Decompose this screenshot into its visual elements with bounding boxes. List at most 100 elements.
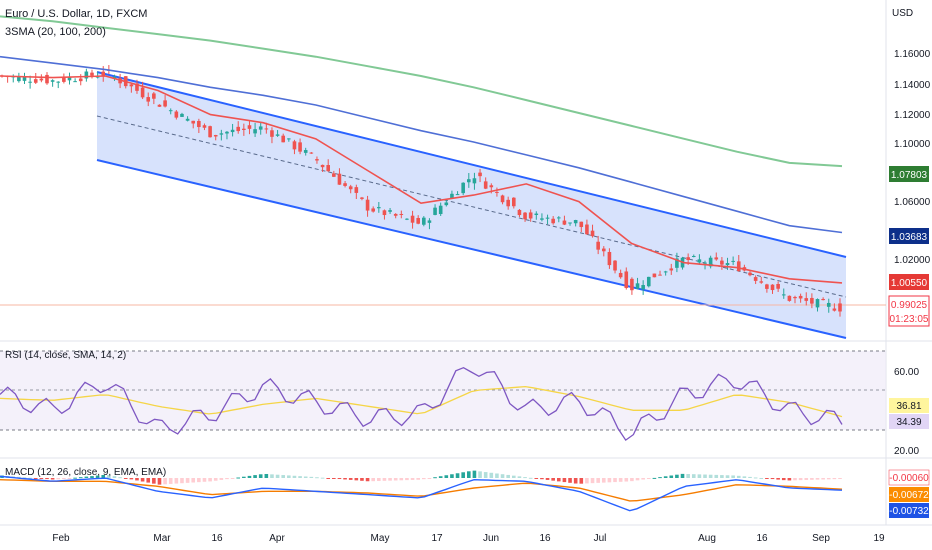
rsi-ma-line[interactable] [0, 385, 843, 418]
macd-hist-bar [770, 478, 775, 480]
candle-body [292, 141, 297, 150]
macd-hist-bar [753, 477, 758, 479]
macd-hist-bar [50, 478, 55, 480]
rsi-badge: 34.39 [896, 417, 921, 428]
candle-body [337, 173, 342, 185]
sma-20-line[interactable] [0, 75, 843, 284]
candle-body [140, 87, 145, 98]
macd-hist-bar [810, 478, 814, 480]
price-badges: 1.07803 1.03683 1.00550 0.99025 01:23:05 [888, 166, 930, 327]
macd-hist-bar [360, 478, 364, 481]
candle-body [433, 207, 437, 215]
candle-body [624, 271, 629, 288]
time-tick: 17 [431, 533, 443, 544]
candle-body [197, 120, 201, 128]
macd-hist-bar [669, 475, 674, 478]
candle-body [382, 210, 387, 216]
macd-hist-bar [742, 476, 747, 478]
time-tick: Apr [269, 533, 285, 544]
time-tick: Jul [594, 533, 607, 544]
candle-body [388, 210, 392, 212]
candle-body [112, 76, 117, 79]
macd-hist-bar [624, 478, 629, 482]
macd-hist-bar [191, 478, 196, 483]
macd-hist-bar [219, 478, 224, 480]
macd-hist-badge-bg [888, 469, 930, 486]
rsi-legend[interactable]: RSI (14, close, SMA, 14, 2) [5, 350, 126, 361]
macd-hist-bar [242, 476, 246, 478]
macd-hist-bar [292, 475, 297, 478]
macd-hist-bar [630, 478, 634, 482]
channel-upper-line[interactable] [96, 71, 847, 258]
macd-hist-bar [540, 478, 544, 480]
symbol-title[interactable]: Euro / U.S. Dollar, 1D, FXCM [5, 8, 147, 20]
candle-body [146, 97, 151, 102]
candle-body [422, 217, 426, 225]
price-axis-ticks[interactable]: 1.16000 1.14000 1.12000 1.10000 1.06000 … [894, 49, 931, 266]
candle-body [84, 71, 89, 79]
macd-legend[interactable]: MACD (12, 26, close, 9, EMA, EMA) [5, 467, 166, 478]
candle-body [641, 285, 645, 290]
sma-legend[interactable]: 3SMA (20, 100, 200) [5, 26, 106, 38]
macd-hist-bar [326, 478, 331, 479]
macd-hist-bar [152, 478, 156, 484]
channel-lower-line[interactable] [96, 159, 847, 339]
macd-hist-bar [478, 471, 482, 478]
candle-body [247, 125, 252, 129]
candle-body [393, 213, 398, 216]
macd-signal-line[interactable] [0, 479, 843, 502]
price-tick: 1.16000 [894, 49, 931, 60]
candle-body [399, 213, 404, 215]
candle-body [410, 215, 415, 223]
macd-hist-bar [736, 475, 741, 478]
macd-hist-bar [275, 474, 280, 478]
candle-body [708, 257, 713, 267]
macd-hist-bar [613, 478, 617, 483]
macd-hist-bar [585, 478, 589, 484]
candle-body [258, 126, 263, 130]
macd-hist-bar [90, 476, 94, 478]
sma-200-line[interactable] [0, 15, 843, 168]
macd-hist-bar [213, 478, 218, 481]
candle-body [17, 76, 21, 82]
candle-body [33, 79, 38, 83]
time-axis[interactable]: Feb Mar 16 Apr May 17 Jun 16 Jul Aug 16 … [52, 533, 885, 544]
macd-hist-bar [759, 477, 764, 479]
macd-hist-bar [337, 478, 342, 480]
candle-body [832, 308, 837, 311]
sma20-badge-bg [889, 274, 929, 290]
macd-hist-bar [180, 478, 184, 484]
macd-hist-bar [39, 478, 44, 479]
candle-body [67, 77, 72, 81]
macd-hist-bar [416, 478, 420, 480]
candle-body [354, 187, 359, 193]
candlestick-series[interactable] [0, 65, 842, 317]
sma-100-line[interactable] [0, 55, 843, 234]
macd-hist-bar [635, 478, 640, 481]
candle-body [22, 76, 27, 81]
macd-hist-bar [444, 475, 449, 478]
sma100-badge: 1.03683 [891, 232, 928, 243]
candle-body [528, 212, 533, 219]
candle-body [45, 74, 49, 84]
macd-hist-bar [596, 478, 600, 483]
macd-line[interactable] [0, 475, 843, 512]
candle-body [73, 81, 77, 83]
macd-hist-bar [714, 474, 719, 478]
candle-body [225, 131, 229, 134]
macd-histogram[interactable] [0, 470, 842, 485]
macd-hist-bar [720, 475, 724, 478]
candle-body [753, 277, 758, 281]
candle-body [287, 138, 291, 140]
candle-body [821, 298, 825, 301]
rsi-badge-bg [889, 414, 929, 429]
macd-hist-bar [371, 478, 375, 482]
candle-body [264, 128, 269, 130]
rsi-line[interactable] [0, 366, 843, 442]
candle-body [798, 295, 803, 299]
macd-hist-bar [303, 476, 308, 478]
macd-line-badge: -0.00732 [889, 506, 929, 517]
candle-body [793, 296, 797, 299]
candle-body [635, 283, 640, 289]
